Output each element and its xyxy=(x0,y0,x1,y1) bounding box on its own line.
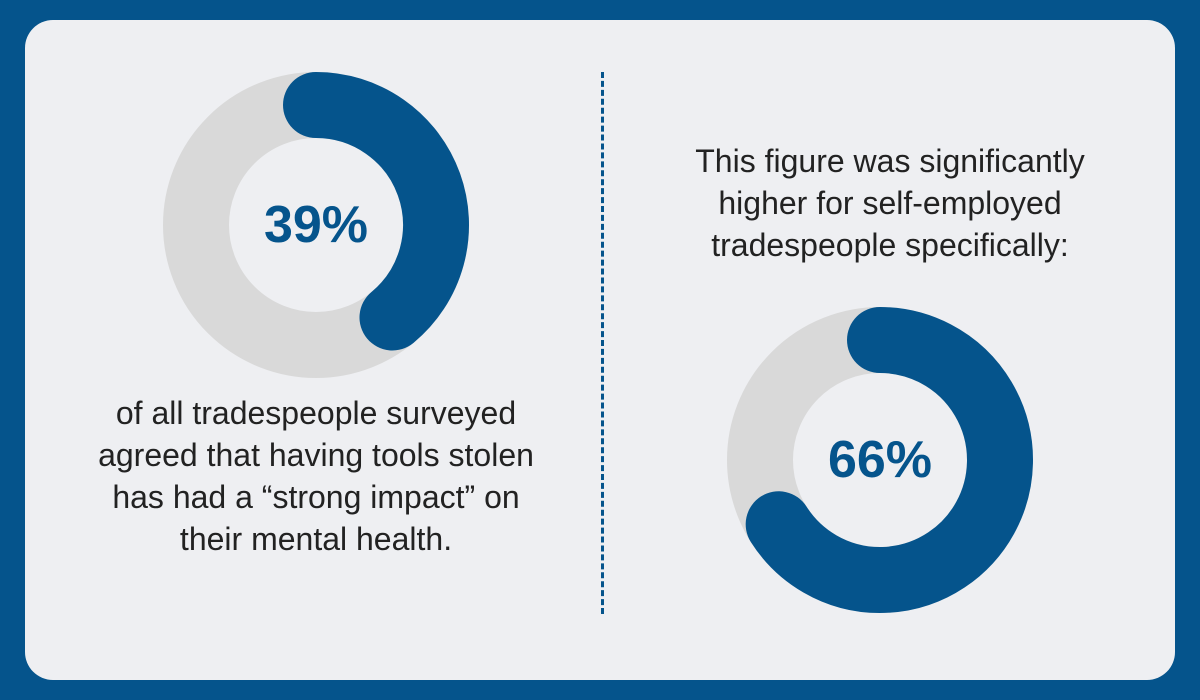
caption-line: has had a “strong impact” on xyxy=(112,479,520,515)
caption-line: their mental health. xyxy=(179,521,453,557)
percent-label: 39% xyxy=(264,196,368,254)
donut-chart-self-employed: 66% xyxy=(727,307,1033,613)
intro-line: This figure was significantly xyxy=(695,143,1085,179)
caption-line: agreed that having tools stolen xyxy=(98,437,534,473)
donut-arc-66 xyxy=(745,307,1033,613)
percent-label: 66% xyxy=(828,431,932,489)
dashed-divider xyxy=(601,72,604,614)
intro-line: tradespeople specifically: xyxy=(711,227,1069,263)
left-caption: of all tradespeople surveyed agreed that… xyxy=(66,392,566,560)
caption-line: of all tradespeople surveyed xyxy=(115,395,517,431)
donut-arc-39 xyxy=(283,72,469,351)
right-intro-text: This figure was significantly higher for… xyxy=(630,140,1150,266)
intro-line: higher for self-employed xyxy=(718,185,1062,221)
donut-chart-all-tradespeople: 39% xyxy=(163,72,469,378)
